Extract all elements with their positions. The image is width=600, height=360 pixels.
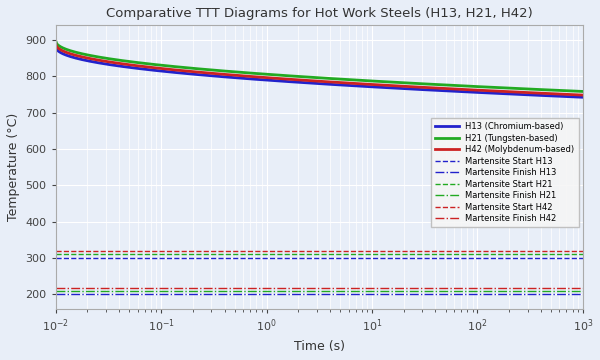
- H42 (Molybdenum-based): [52, 41, 59, 46]
- Title: Comparative TTT Diagrams for Hot Work Steels (H13, H21, H42): Comparative TTT Diagrams for Hot Work St…: [106, 7, 533, 20]
- H13 (Chromium-based): [484, 91, 491, 95]
- H13 (Chromium-based): [52, 44, 59, 49]
- Martensite Start H13: [263, 256, 270, 260]
- Line: H42 (Molybdenum-based): H42 (Molybdenum-based): [56, 44, 583, 95]
- H21 (Tungsten-based): [484, 85, 491, 89]
- H13 (Chromium-based): [366, 85, 373, 89]
- H13 (Chromium-based): [305, 81, 313, 85]
- Martensite Finish H13: [263, 292, 270, 297]
- H42 (Molybdenum-based): [566, 93, 574, 97]
- H42 (Molybdenum-based): [366, 82, 373, 86]
- H42 (Molybdenum-based): [305, 78, 313, 83]
- H13 (Chromium-based): [337, 83, 344, 87]
- H13 (Chromium-based): [302, 81, 310, 85]
- H42 (Molybdenum-based): [484, 89, 491, 93]
- H21 (Tungsten-based): [566, 89, 574, 93]
- H13 (Chromium-based): [579, 95, 586, 99]
- H13 (Chromium-based): [566, 95, 574, 99]
- Martensite Finish H42: [263, 285, 270, 290]
- Martensite Start H42: [263, 248, 270, 253]
- H42 (Molybdenum-based): [302, 78, 310, 82]
- Martensite Start H21: [263, 251, 270, 256]
- H21 (Tungsten-based): [579, 89, 586, 94]
- Y-axis label: Temperature (°C): Temperature (°C): [7, 113, 20, 221]
- H21 (Tungsten-based): [366, 79, 373, 83]
- Legend: H13 (Chromium-based), H21 (Tungsten-based), H42 (Molybdenum-based), Martensite S: H13 (Chromium-based), H21 (Tungsten-base…: [431, 118, 578, 228]
- Martensite Finish H21: [263, 288, 270, 293]
- H21 (Tungsten-based): [52, 39, 59, 43]
- Line: H21 (Tungsten-based): H21 (Tungsten-based): [56, 41, 583, 91]
- H21 (Tungsten-based): [305, 75, 313, 79]
- Line: H13 (Chromium-based): H13 (Chromium-based): [56, 46, 583, 97]
- H21 (Tungsten-based): [337, 77, 344, 81]
- H21 (Tungsten-based): [302, 75, 310, 79]
- H42 (Molybdenum-based): [579, 93, 586, 97]
- H42 (Molybdenum-based): [337, 80, 344, 85]
- X-axis label: Time (s): Time (s): [294, 340, 345, 353]
